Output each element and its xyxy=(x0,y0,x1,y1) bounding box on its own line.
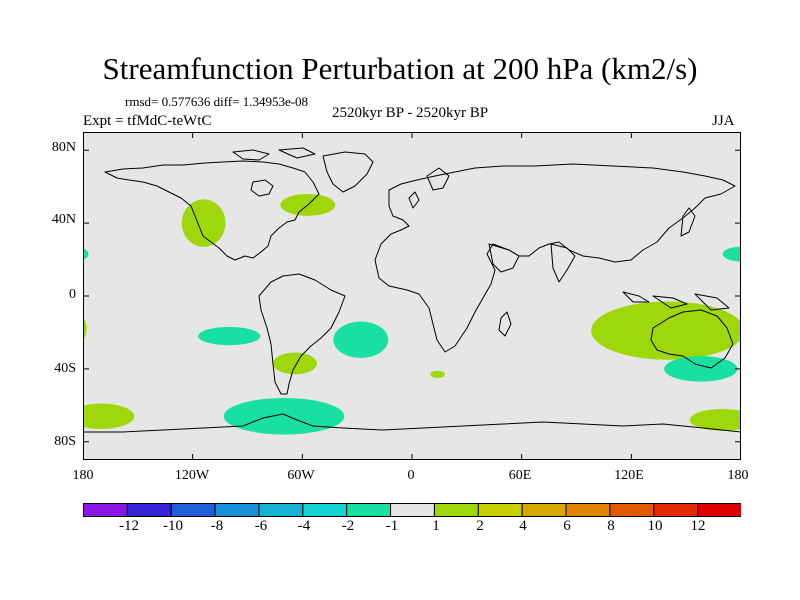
map-ticks xyxy=(83,132,741,460)
anomaly-tasman-negative xyxy=(664,356,738,382)
colorbar-cell-11 xyxy=(565,503,611,517)
coast-antarctica xyxy=(83,413,741,433)
lon-label-180w: 180 xyxy=(72,468,94,483)
anomaly-north-pacific-positive xyxy=(181,199,226,247)
coast-greenland xyxy=(322,151,374,193)
colorbar-label-m10: -10 xyxy=(163,518,183,534)
colorbar-cell-14 xyxy=(697,503,741,517)
map-background xyxy=(83,132,741,460)
lon-label-0: 0 xyxy=(407,468,415,483)
anomaly-north-pacific-east-negative xyxy=(722,246,741,262)
colorbar-label-m6: -6 xyxy=(254,518,268,534)
colorbar xyxy=(83,503,741,517)
coastlines xyxy=(83,147,741,433)
anomaly-west-edge-negative xyxy=(83,248,89,260)
coast-north-america xyxy=(104,160,320,261)
lon-label-60e: 60E xyxy=(508,468,532,483)
colorbar-label-12: 12 xyxy=(690,518,706,534)
colorbar-label-10: 10 xyxy=(647,518,663,534)
colorbar-cell-10 xyxy=(521,503,567,517)
coast-indonesia xyxy=(622,291,730,311)
anomaly-east-pacific-negative xyxy=(198,326,261,346)
coast-south-america xyxy=(258,273,346,395)
colorbar-cell-7 xyxy=(390,503,435,517)
lat-label-80n: 80N xyxy=(51,140,76,155)
coast-arctic-islands xyxy=(232,147,316,161)
colorbar-label-m1: -1 xyxy=(385,518,399,534)
colorbar-label-2: 2 xyxy=(476,518,484,534)
colorbar-label-8: 8 xyxy=(607,518,615,534)
colorbar-cell-2 xyxy=(170,503,216,517)
colorbar-label-m2: -2 xyxy=(341,518,355,534)
anomaly-south-pacific-positive xyxy=(83,403,135,430)
anomaly-southern-ocean-negative xyxy=(223,398,345,435)
coast-japan xyxy=(680,207,696,237)
colorbar-cell-9 xyxy=(477,503,523,517)
coast-hudson-bay xyxy=(250,179,274,197)
colorbar-label-m4: -4 xyxy=(297,518,311,534)
season-label: JJA xyxy=(712,113,735,129)
colorbar-cell-12 xyxy=(609,503,655,517)
colorbar-cell-8 xyxy=(433,503,479,517)
anomaly-australia-positive xyxy=(591,301,741,360)
anomaly-south-america-positive xyxy=(273,352,317,375)
coast-arabia xyxy=(488,243,520,273)
colorbar-label-m8: -8 xyxy=(210,518,224,534)
world-map xyxy=(83,132,741,460)
colorbar-cell-3 xyxy=(214,503,260,517)
experiment-label: Expt = tfMdC-teWtC xyxy=(83,113,212,129)
coast-eurasia-africa xyxy=(374,163,736,353)
period-subtitle: 2520kyr BP - 2520kyr BP xyxy=(331,105,489,121)
lat-label-40s: 40S xyxy=(54,361,76,376)
colorbar-label-m12: -12 xyxy=(119,518,139,534)
colorbar-label-4: 4 xyxy=(519,518,527,534)
lon-label-60w: 60W xyxy=(287,468,315,483)
colorbar-label-6: 6 xyxy=(563,518,571,534)
colorbar-cell-1 xyxy=(126,503,172,517)
anomaly-layer xyxy=(83,193,741,435)
lat-label-40n: 40N xyxy=(51,212,76,227)
colorbar-cell-13 xyxy=(653,503,699,517)
colorbar-cell-0 xyxy=(83,503,128,517)
figure-title: Streamfunction Perturbation at 200 hPa (… xyxy=(102,51,698,86)
stats-text: rmsd= 0.577636 diff= 1.34953e-08 xyxy=(125,94,309,109)
colorbar-label-1: 1 xyxy=(432,518,440,534)
colorbar-cell-6 xyxy=(346,503,392,517)
lat-label-80s: 80S xyxy=(54,434,76,449)
anomaly-south-africa-positive xyxy=(430,370,445,378)
colorbar-cell-4 xyxy=(258,503,304,517)
lon-label-180e: 180 xyxy=(727,468,749,483)
anomaly-south-atlantic-negative xyxy=(333,321,389,358)
lon-label-120w: 120W xyxy=(174,468,210,483)
coast-india xyxy=(550,243,576,283)
coast-british-isles xyxy=(408,167,450,209)
lon-label-120e: 120E xyxy=(614,468,644,483)
lat-label-0: 0 xyxy=(69,287,76,302)
coast-madagascar xyxy=(498,311,512,337)
anomaly-far-southwest-pacific-positive xyxy=(689,408,741,431)
coast-australia xyxy=(650,309,734,369)
colorbar-cell-5 xyxy=(302,503,348,517)
